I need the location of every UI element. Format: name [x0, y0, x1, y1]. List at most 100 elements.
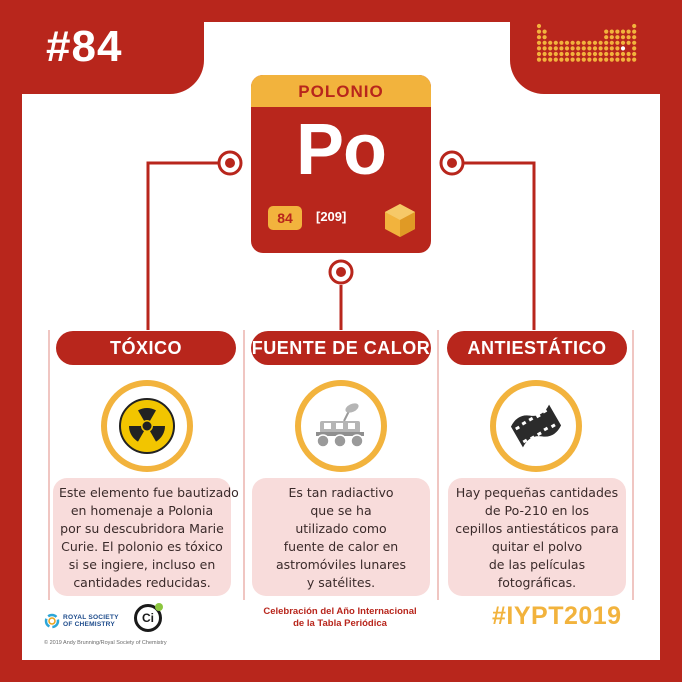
periodic-table-dot: [615, 29, 620, 34]
periodic-table-dot: [548, 46, 553, 51]
periodic-table-dot: [626, 57, 631, 62]
periodic-table-dot: [592, 40, 598, 45]
periodic-table-dot: [559, 57, 564, 62]
periodic-table-dot: [632, 40, 637, 45]
periodic-table-dot: [542, 51, 547, 57]
ci-logo-dot: [155, 603, 163, 611]
periodic-table-dot: [542, 57, 547, 62]
rsc-text: ROYAL SOCIETY OF CHEMISTRY: [63, 613, 119, 629]
periodic-table-dot: [632, 46, 637, 51]
periodic-table-dot: [576, 40, 581, 45]
periodic-table-dot: [536, 29, 542, 34]
periodic-table-dot: [620, 35, 626, 40]
periodic-table-dot: [570, 46, 575, 51]
column-divider: [243, 330, 245, 600]
periodic-table-dot: [536, 35, 542, 40]
periodic-table-dot: [536, 40, 542, 45]
periodic-table-dot: [620, 51, 626, 57]
atomic-number-badge: 84: [268, 206, 302, 230]
periodic-table-dot: [576, 46, 581, 51]
periodic-table-dot: [542, 35, 547, 40]
periodic-table-dot: [553, 40, 558, 45]
periodic-table-dot: [598, 57, 603, 62]
column-title-fuente-de-calor: FUENTE DE CALOR: [251, 331, 431, 365]
periodic-table-dot: [615, 51, 620, 57]
periodic-table-dot: [564, 57, 570, 62]
periodic-table-dot: [632, 23, 637, 29]
column-title-toxico: TÓXICO: [56, 331, 236, 365]
periodic-table-dot: [598, 51, 603, 57]
periodic-table-dot: [587, 46, 592, 51]
periodic-table-icon: [536, 23, 637, 62]
film-strip-icon: [490, 380, 582, 472]
description-fuente-de-calor: Es tan radiactivo que se ha utilizado co…: [252, 478, 430, 596]
periodic-table-dot: [632, 35, 637, 40]
periodic-table-dot: [564, 51, 570, 57]
cube-icon: [385, 204, 415, 237]
periodic-table-dot: [626, 51, 631, 57]
periodic-table-dot: [604, 57, 609, 62]
periodic-table-dot: [570, 40, 575, 45]
periodic-table-dot: [598, 46, 603, 51]
periodic-table-dot: [581, 57, 586, 62]
periodic-table-dot: [620, 46, 626, 51]
element-symbol: Po: [295, 110, 387, 190]
atomic-mass: [209]: [316, 209, 347, 224]
periodic-table-dot: [587, 57, 592, 62]
periodic-table-dot: [592, 57, 598, 62]
periodic-table-dot: [609, 51, 614, 57]
periodic-table-dot: [587, 40, 592, 45]
column-divider: [632, 330, 634, 600]
periodic-table-dot: [581, 51, 586, 57]
periodic-table-dot: [615, 40, 620, 45]
hashtag: #IYPT2019: [492, 602, 622, 630]
periodic-table-dot: [570, 51, 575, 57]
periodic-table-dot: [553, 57, 558, 62]
periodic-table-dot: [609, 35, 614, 40]
periodic-table-dot: [598, 40, 603, 45]
periodic-table-dot: [620, 40, 626, 45]
periodic-table-dot: [592, 51, 598, 57]
periodic-table-dot: [548, 40, 553, 45]
periodic-table-dot: [609, 40, 614, 45]
periodic-table-dot: [587, 51, 592, 57]
rsc-swirl-icon: [44, 613, 60, 629]
rover-icon: [295, 380, 387, 472]
periodic-table-dot: [536, 51, 542, 57]
periodic-table-dot: [536, 46, 542, 51]
periodic-table-dot: [604, 35, 609, 40]
periodic-table-dot: [626, 35, 631, 40]
column-divider: [437, 330, 439, 600]
periodic-table-dot: [548, 51, 553, 57]
periodic-table-dot: [581, 40, 586, 45]
periodic-table-dot: [553, 46, 558, 51]
element-number-heading: #84: [46, 22, 123, 71]
periodic-table-dot: [542, 46, 547, 51]
periodic-table-dot: [542, 29, 547, 34]
periodic-table-dot: [592, 46, 598, 51]
radiation-icon: [101, 380, 193, 472]
periodic-table-dot: [609, 57, 614, 62]
periodic-table-dot: [620, 57, 626, 62]
rsc-logo: ROYAL SOCIETY OF CHEMISTRY: [44, 610, 134, 632]
periodic-table-dot: [542, 40, 547, 45]
periodic-table-dot: [548, 57, 553, 62]
periodic-table-dot: [632, 57, 637, 62]
periodic-table-dot: [632, 51, 637, 57]
periodic-table-dot: [536, 57, 542, 62]
corner-top-left: [22, 22, 204, 94]
periodic-table-dot: [570, 57, 575, 62]
celebration-text: Celebración del Año Internacional de la …: [263, 606, 417, 629]
periodic-table-dot: [609, 29, 614, 34]
periodic-table-dot: [620, 29, 626, 34]
periodic-table-dot: [559, 46, 564, 51]
periodic-table-dot: [626, 40, 631, 45]
periodic-table-dot: [564, 46, 570, 51]
periodic-table-dot: [553, 51, 558, 57]
periodic-table-dot: [615, 57, 620, 62]
column-title-antiestatico: ANTIESTÁTICO: [447, 331, 627, 365]
periodic-table-dot: [536, 23, 542, 29]
periodic-table-dot: [604, 51, 609, 57]
periodic-table-dot: [559, 40, 564, 45]
periodic-table-dot: [632, 29, 637, 34]
